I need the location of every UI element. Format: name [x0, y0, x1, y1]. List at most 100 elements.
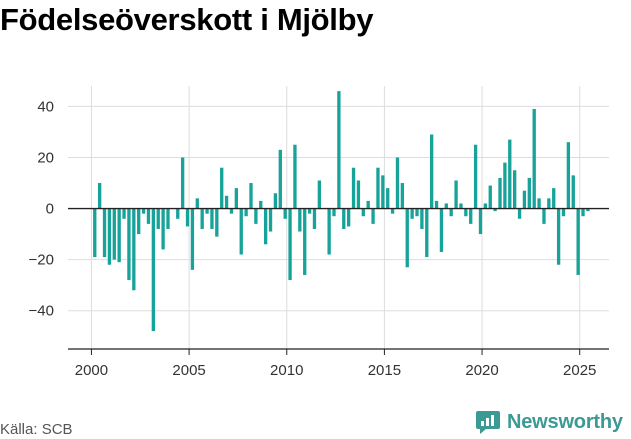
bar	[151, 208, 156, 332]
bar	[254, 208, 258, 224]
bar	[288, 208, 292, 281]
source-note: Källa: SCB	[0, 421, 73, 438]
bar	[166, 208, 170, 229]
newsworthy-logo-icon	[476, 411, 500, 434]
brand-logo[interactable]: Newsworthy	[475, 409, 623, 435]
bar	[376, 167, 380, 209]
bar	[434, 200, 439, 209]
bar	[405, 208, 409, 268]
brand-name: Newsworthy	[507, 410, 623, 433]
bar	[195, 198, 199, 209]
bar	[410, 208, 414, 219]
bar	[366, 200, 370, 209]
bar	[137, 208, 141, 235]
axes	[68, 207, 609, 355]
bar	[513, 170, 517, 209]
bar	[561, 208, 566, 217]
bar	[508, 139, 512, 209]
bar	[210, 208, 214, 229]
bar	[102, 208, 107, 258]
bar	[356, 180, 361, 209]
x-tick-label: 2010	[270, 362, 303, 379]
bar	[342, 208, 346, 229]
bar	[586, 208, 590, 212]
bar-chart: −40 −20 0 20 40 2000 2005 2010 2015 2020 2025	[29, 86, 609, 379]
y-tick-label: −40	[29, 303, 54, 320]
bar	[307, 208, 312, 214]
bar	[156, 208, 160, 229]
bar	[259, 200, 263, 209]
bar	[239, 208, 243, 255]
bar	[312, 208, 317, 229]
bar	[522, 190, 527, 209]
bar	[317, 180, 322, 209]
bar	[371, 208, 375, 224]
bar	[161, 208, 165, 250]
bar	[395, 157, 400, 209]
bar	[273, 193, 278, 209]
bar	[278, 149, 282, 209]
bar	[176, 208, 180, 219]
bar	[503, 162, 507, 209]
bar	[552, 188, 556, 209]
bar	[488, 185, 492, 209]
y-tick-label: 0	[46, 201, 54, 218]
bar	[454, 180, 458, 209]
x-tick-label: 2025	[563, 362, 596, 379]
bar	[132, 208, 136, 291]
bar	[469, 208, 473, 224]
bar	[390, 208, 395, 214]
bar	[122, 208, 126, 219]
bar	[430, 134, 434, 209]
bar	[576, 208, 580, 275]
bar	[327, 208, 331, 255]
x-tick-label: 2015	[368, 362, 401, 379]
bar	[234, 188, 239, 209]
bar	[97, 183, 102, 209]
bar	[283, 208, 287, 219]
bar	[473, 144, 478, 209]
bar	[400, 183, 405, 209]
bar	[332, 208, 336, 217]
bar	[361, 208, 365, 217]
bar	[527, 177, 531, 209]
bars	[93, 91, 590, 332]
bar	[93, 208, 97, 258]
bar	[229, 208, 234, 214]
bar	[244, 208, 248, 217]
bar	[180, 157, 185, 209]
x-tick-label: 2000	[75, 362, 108, 379]
bar	[205, 208, 209, 214]
y-tick-label: 40	[37, 98, 54, 115]
bar	[556, 208, 561, 265]
bar	[547, 198, 551, 209]
bar	[112, 208, 116, 260]
y-tick-label: −20	[29, 252, 54, 269]
bar	[517, 208, 522, 219]
bar	[127, 208, 131, 281]
bar	[420, 208, 424, 229]
bar	[215, 208, 219, 237]
bar	[571, 175, 575, 209]
bar	[478, 208, 483, 235]
bar	[190, 208, 195, 270]
bar	[200, 208, 204, 229]
bar	[415, 208, 419, 217]
bar	[268, 208, 273, 232]
bar	[337, 91, 341, 209]
bar	[249, 183, 253, 209]
x-tick-label: 2020	[465, 362, 498, 379]
bar	[566, 142, 571, 209]
bar	[532, 108, 536, 209]
bar	[298, 208, 302, 232]
x-tick-labels: 2000 2005 2010 2015 2020 2025	[75, 362, 597, 379]
bar	[263, 208, 268, 245]
bar	[537, 198, 541, 209]
bar	[425, 208, 429, 258]
bar	[141, 208, 146, 214]
y-tick-labels: −40 −20 0 20 40	[29, 98, 54, 319]
bar	[459, 203, 463, 209]
y-tick-label: 20	[37, 149, 54, 166]
bar	[220, 167, 224, 209]
bar	[117, 208, 121, 263]
